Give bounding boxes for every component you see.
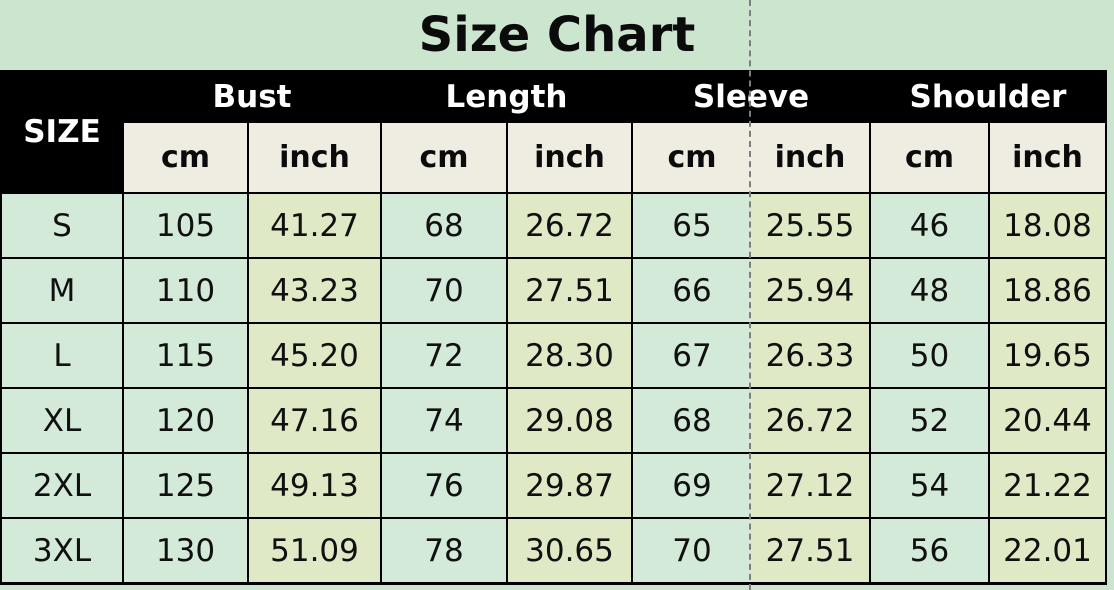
data-cell: 125 xyxy=(122,452,249,519)
unit-header-row: cm inch cm inch cm inch cm inch xyxy=(1,121,1107,194)
data-cell: 45.20 xyxy=(247,322,382,389)
data-cell: 68 xyxy=(631,387,751,454)
data-cell: 25.94 xyxy=(751,257,871,324)
size-cell: 2XL xyxy=(0,452,124,519)
group-header-row: SIZE Bust Length Sleeve Shoulder xyxy=(0,70,1107,194)
data-cell: 27.51 xyxy=(506,257,633,324)
data-cell: 26.72 xyxy=(751,387,871,454)
size-cell: XL xyxy=(0,387,124,454)
data-cell: 105 xyxy=(122,192,249,259)
size-cell: 3XL xyxy=(0,517,124,585)
data-cell: 48 xyxy=(869,257,990,324)
data-cell: 25.55 xyxy=(751,192,871,259)
page-title: Size Chart xyxy=(418,7,696,63)
data-cell: 52 xyxy=(869,387,990,454)
data-cell: 50 xyxy=(869,322,990,389)
data-cell: 43.23 xyxy=(247,257,382,324)
title-band: Size Chart xyxy=(0,0,1114,70)
data-cell: 47.16 xyxy=(247,387,382,454)
data-cell: 29.08 xyxy=(506,387,633,454)
data-cell: 72 xyxy=(380,322,508,389)
data-cell: 68 xyxy=(380,192,508,259)
table-row-2xl: 2XL 125 49.13 76 29.87 69 27.12 54 21.22 xyxy=(0,452,1107,519)
data-cell: 69 xyxy=(631,452,751,519)
data-cell: 130 xyxy=(122,517,249,585)
unit-header-sleeve-inch: inch xyxy=(751,121,871,194)
data-cell: 18.86 xyxy=(988,257,1107,324)
data-cell: 51.09 xyxy=(247,517,382,585)
data-cell: 67 xyxy=(631,322,751,389)
data-cell: 54 xyxy=(869,452,990,519)
data-cell: 26.33 xyxy=(751,322,871,389)
group-header-sleeve: Sleeve xyxy=(631,70,871,123)
data-cell: 26.72 xyxy=(506,192,633,259)
table-row-xl: XL 120 47.16 74 29.08 68 26.72 52 20.44 xyxy=(0,387,1107,454)
data-cell: 19.65 xyxy=(988,322,1107,389)
unit-header-length-inch: inch xyxy=(506,121,633,194)
data-cell: 30.65 xyxy=(506,517,633,585)
data-cell: 41.27 xyxy=(247,192,382,259)
group-header-bust: Bust xyxy=(122,70,382,123)
data-cell: 70 xyxy=(380,257,508,324)
data-cell: 18.08 xyxy=(988,192,1107,259)
data-cell: 49.13 xyxy=(247,452,382,519)
data-cell: 56 xyxy=(869,517,990,585)
unit-header-bust-cm: cm xyxy=(122,121,249,194)
size-chart-table: SIZE Bust Length Sleeve Shoulder cm inch… xyxy=(0,70,1107,585)
unit-header-bust-inch: inch xyxy=(247,121,382,194)
data-cell: 74 xyxy=(380,387,508,454)
data-cell: 115 xyxy=(122,322,249,389)
group-header-length: Length xyxy=(380,70,633,123)
data-cell: 28.30 xyxy=(506,322,633,389)
data-cell: 66 xyxy=(631,257,751,324)
table-row-m: M 110 43.23 70 27.51 66 25.94 48 18.86 xyxy=(0,257,1107,324)
unit-header-length-cm: cm xyxy=(380,121,508,194)
unit-header-sleeve-cm: cm xyxy=(631,121,751,194)
unit-header-shoulder-inch: inch xyxy=(988,121,1107,194)
data-cell: 70 xyxy=(631,517,751,585)
table-row-s: S 105 41.27 68 26.72 65 25.55 46 18.08 xyxy=(0,192,1107,259)
size-cell: M xyxy=(0,257,124,324)
group-header-shoulder: Shoulder xyxy=(869,70,1107,123)
size-cell: L xyxy=(0,322,124,389)
data-cell: 65 xyxy=(631,192,751,259)
size-column-header: SIZE xyxy=(0,70,124,194)
data-cell: 20.44 xyxy=(988,387,1107,454)
data-cell: 46 xyxy=(869,192,990,259)
data-cell: 78 xyxy=(380,517,508,585)
data-cell: 29.87 xyxy=(506,452,633,519)
data-cell: 27.12 xyxy=(751,452,871,519)
data-cell: 27.51 xyxy=(751,517,871,585)
table-row-3xl: 3XL 130 51.09 78 30.65 70 27.51 56 22.01 xyxy=(0,517,1107,585)
data-cell: 22.01 xyxy=(988,517,1107,585)
table-row-l: L 115 45.20 72 28.30 67 26.33 50 19.65 xyxy=(0,322,1107,389)
size-cell: S xyxy=(0,192,124,259)
data-cell: 120 xyxy=(122,387,249,454)
data-cell: 21.22 xyxy=(988,452,1107,519)
data-cell: 76 xyxy=(380,452,508,519)
unit-header-shoulder-cm: cm xyxy=(869,121,990,194)
data-cell: 110 xyxy=(122,257,249,324)
